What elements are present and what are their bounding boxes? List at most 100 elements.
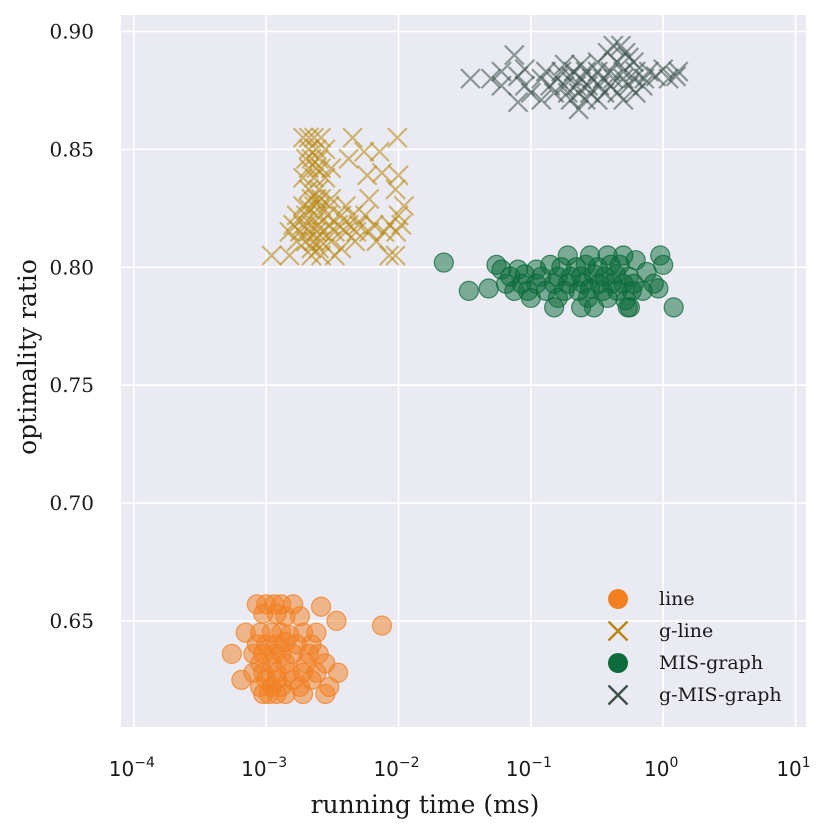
g-MIS-graph-point xyxy=(645,66,667,87)
legend-label: line xyxy=(659,588,695,610)
g-line-point xyxy=(292,167,314,188)
g-line-series xyxy=(261,127,415,266)
g-line-point xyxy=(292,127,314,148)
g-line-point xyxy=(378,245,400,266)
legend: line g-line MIS-graph g-MIS-graph xyxy=(607,588,782,706)
g-line-point xyxy=(369,141,390,163)
y-tick-labels: 0.65 0.70 0.75 0.80 0.85 0.90 xyxy=(49,20,94,633)
line-point xyxy=(292,683,314,705)
g-MIS-graph-point xyxy=(603,68,624,89)
g-line-point xyxy=(320,231,342,252)
g-line-point xyxy=(342,127,363,148)
g-line-point xyxy=(279,221,300,243)
line-point xyxy=(231,669,252,690)
x-tick-label: 10−3 xyxy=(241,755,287,781)
g-MIS-graph-point xyxy=(531,89,552,111)
g-MIS-graph-point xyxy=(607,51,628,73)
g-line-point xyxy=(385,245,406,266)
MIS-graph-point xyxy=(544,297,565,318)
x-tick-labels: 10−4 10−3 10−2 10−1 100 101 xyxy=(109,755,811,781)
g-line-legend-marker xyxy=(607,620,629,642)
MIS-graph-point xyxy=(663,297,684,318)
g-line-point xyxy=(324,245,346,266)
g-MIS-graph-point xyxy=(554,54,575,75)
MIS-graph-point xyxy=(433,252,454,273)
y-tick-label: 0.75 xyxy=(49,373,94,397)
MIS-graph-point xyxy=(619,297,640,318)
x-axis-label: running time (ms) xyxy=(311,790,540,819)
g-MIS-graph-point xyxy=(667,61,689,82)
g-line-point xyxy=(385,179,406,200)
g-line-point xyxy=(385,221,407,243)
g-MIS-graph-point xyxy=(460,68,481,89)
line-point xyxy=(310,596,332,617)
line-series xyxy=(221,594,393,705)
plot-background xyxy=(121,15,806,727)
g-line-point xyxy=(393,195,415,217)
x-tick-label: 10−1 xyxy=(506,755,552,781)
line-point xyxy=(326,610,347,632)
grid xyxy=(121,15,806,727)
g-line-point xyxy=(338,148,359,170)
MIS-graph-series xyxy=(433,245,684,318)
x-tick-label: 10−2 xyxy=(373,755,419,781)
g-MIS-graph-point xyxy=(665,66,687,87)
legend-item-g-line: g-line xyxy=(607,620,713,642)
x-tick-label: 101 xyxy=(776,755,810,781)
MIS-graph-point xyxy=(648,278,669,299)
g-MIS-graph-point xyxy=(587,89,608,111)
MIS-graph-point xyxy=(478,278,499,299)
g-line-point xyxy=(279,245,300,266)
legend-item-line: line xyxy=(608,588,695,610)
MIS-graph-point xyxy=(520,287,541,309)
g-MIS-graph-series xyxy=(460,35,689,120)
g-MIS-graph-legend-marker xyxy=(607,684,629,706)
MIS-graph-point xyxy=(458,280,479,301)
g-MIS-graph-point xyxy=(504,44,525,66)
g-MIS-graph-point xyxy=(658,68,679,89)
legend-label: g-line xyxy=(659,620,713,642)
g-line-point xyxy=(315,139,336,160)
g-MIS-graph-point xyxy=(491,75,512,97)
y-tick-label: 0.80 xyxy=(49,255,94,279)
line-point xyxy=(371,615,393,636)
g-line-point xyxy=(358,188,380,210)
g-line-point xyxy=(348,214,369,236)
g-MIS-graph-point xyxy=(507,66,529,87)
line-legend-marker xyxy=(608,589,628,609)
g-MIS-graph-point xyxy=(613,89,634,111)
x-tick-label: 10−4 xyxy=(109,755,155,781)
g-MIS-graph-point xyxy=(520,82,542,104)
MIS-graph-point xyxy=(583,297,605,318)
g-line-point xyxy=(301,245,322,266)
g-line-point xyxy=(301,238,322,259)
line-point xyxy=(275,683,296,705)
y-tick-label: 0.90 xyxy=(49,20,94,44)
legend-item-MIS-graph: MIS-graph xyxy=(608,652,763,674)
g-MIS-graph-point xyxy=(507,91,529,113)
g-line-point xyxy=(344,231,366,252)
g-MIS-graph-point xyxy=(480,68,502,89)
y-tick-label: 0.70 xyxy=(49,491,94,515)
g-line-point xyxy=(353,141,375,163)
g-line-point xyxy=(356,165,378,186)
x-tick-label: 100 xyxy=(644,755,678,781)
g-line-point xyxy=(320,157,342,179)
legend-item-g-MIS-graph: g-MIS-graph xyxy=(607,684,782,706)
legend-label: MIS-graph xyxy=(659,652,763,674)
g-line-point xyxy=(387,127,408,148)
g-MIS-graph-point xyxy=(625,82,646,104)
y-tick-label: 0.65 xyxy=(49,609,94,633)
y-tick-label: 0.85 xyxy=(49,137,94,161)
legend-label: g-MIS-graph xyxy=(659,684,782,706)
g-line-point xyxy=(358,221,380,243)
g-line-point xyxy=(315,167,336,188)
g-line-point xyxy=(261,245,282,266)
MIS-graph-legend-marker xyxy=(608,653,628,673)
y-axis-label: optimality ratio xyxy=(13,259,42,455)
g-MIS-graph-point xyxy=(557,82,579,104)
data-marks xyxy=(221,35,689,705)
g-line-point xyxy=(320,188,342,210)
g-MIS-graph-point xyxy=(539,75,561,97)
